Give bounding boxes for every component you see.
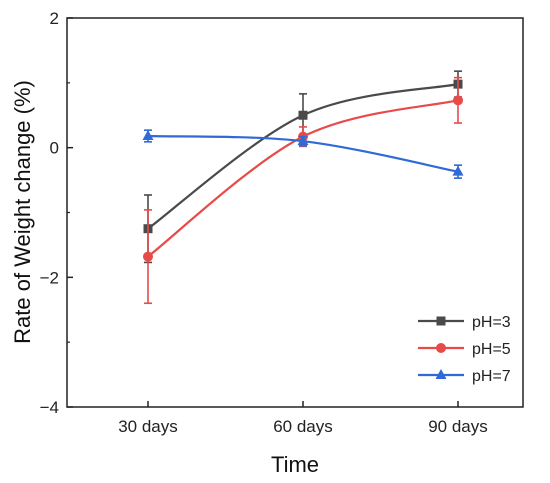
y-tick-label: 2 — [50, 9, 59, 28]
y-axis-title: Rate of Weight change (%) — [10, 80, 35, 344]
y-tick-label: 0 — [50, 139, 59, 158]
legend-entry: pH=7 — [418, 368, 511, 385]
data-point — [142, 129, 154, 140]
series-pH=7 — [142, 129, 464, 179]
x-tick-label: 60 days — [273, 417, 333, 436]
legend-entry: pH=3 — [418, 314, 511, 331]
legend-label: pH=5 — [472, 341, 511, 358]
data-point — [453, 95, 463, 106]
x-tick-label: 30 days — [118, 417, 178, 436]
y-tick-label: −2 — [40, 268, 59, 287]
legend: pH=3 pH=5 pH=7 — [418, 314, 511, 385]
y-tick-label: −4 — [40, 398, 59, 417]
x-axis-title: Time — [271, 452, 319, 477]
legend-marker — [436, 343, 446, 353]
data-point — [298, 110, 308, 120]
data-point — [452, 165, 464, 176]
tick-layer: −4 −2 0 2 30 days 60 days 90 days — [40, 9, 488, 436]
legend-marker — [436, 316, 446, 326]
data-point — [297, 135, 309, 146]
series-pH=3 — [143, 70, 463, 264]
legend-marker — [435, 369, 447, 379]
legend-entry: pH=5 — [418, 341, 511, 358]
data-point — [143, 251, 153, 262]
legend-label: pH=3 — [472, 314, 511, 331]
legend-label: pH=7 — [472, 368, 511, 385]
series-layer — [142, 70, 464, 305]
x-tick-label: 90 days — [428, 417, 488, 436]
